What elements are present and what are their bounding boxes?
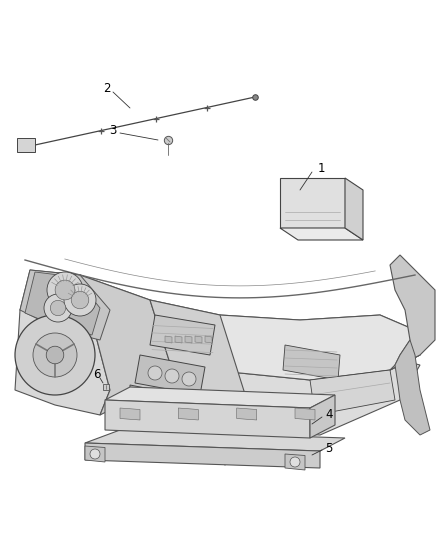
- Polygon shape: [185, 336, 192, 343]
- Polygon shape: [165, 336, 172, 343]
- Polygon shape: [15, 275, 110, 415]
- Circle shape: [64, 284, 96, 316]
- Polygon shape: [130, 385, 195, 420]
- Circle shape: [71, 291, 89, 309]
- Circle shape: [15, 315, 95, 395]
- Circle shape: [55, 280, 75, 300]
- Polygon shape: [310, 370, 395, 415]
- Polygon shape: [310, 395, 335, 438]
- Circle shape: [165, 369, 179, 383]
- Polygon shape: [175, 336, 182, 343]
- Polygon shape: [105, 400, 310, 438]
- Polygon shape: [195, 336, 202, 343]
- Circle shape: [44, 294, 72, 322]
- Polygon shape: [285, 454, 305, 470]
- Polygon shape: [85, 446, 105, 462]
- Text: 4: 4: [325, 408, 332, 422]
- Polygon shape: [17, 138, 35, 152]
- Polygon shape: [283, 345, 340, 380]
- Polygon shape: [25, 272, 100, 335]
- Circle shape: [33, 333, 77, 377]
- Polygon shape: [85, 443, 320, 468]
- Polygon shape: [178, 408, 198, 420]
- Circle shape: [148, 366, 162, 380]
- Text: 3: 3: [110, 124, 117, 136]
- Polygon shape: [20, 270, 420, 380]
- Polygon shape: [105, 387, 335, 408]
- Polygon shape: [80, 275, 180, 415]
- Polygon shape: [237, 408, 257, 420]
- Polygon shape: [280, 178, 345, 228]
- Text: 5: 5: [325, 441, 332, 455]
- Polygon shape: [85, 430, 345, 451]
- Polygon shape: [150, 315, 215, 355]
- Polygon shape: [280, 228, 363, 240]
- Circle shape: [90, 449, 100, 459]
- Circle shape: [47, 272, 83, 308]
- Polygon shape: [345, 178, 363, 240]
- Polygon shape: [210, 315, 420, 435]
- Circle shape: [46, 346, 64, 364]
- Polygon shape: [20, 270, 110, 340]
- Polygon shape: [395, 340, 430, 435]
- Polygon shape: [150, 300, 250, 430]
- Polygon shape: [205, 336, 212, 343]
- Circle shape: [290, 457, 300, 467]
- Polygon shape: [135, 355, 205, 395]
- Text: 6: 6: [93, 368, 101, 382]
- Polygon shape: [120, 408, 140, 420]
- Circle shape: [182, 372, 196, 386]
- Polygon shape: [390, 255, 435, 370]
- Text: 2: 2: [103, 82, 111, 94]
- Text: 1: 1: [318, 161, 325, 174]
- Polygon shape: [295, 408, 315, 420]
- Circle shape: [50, 300, 66, 316]
